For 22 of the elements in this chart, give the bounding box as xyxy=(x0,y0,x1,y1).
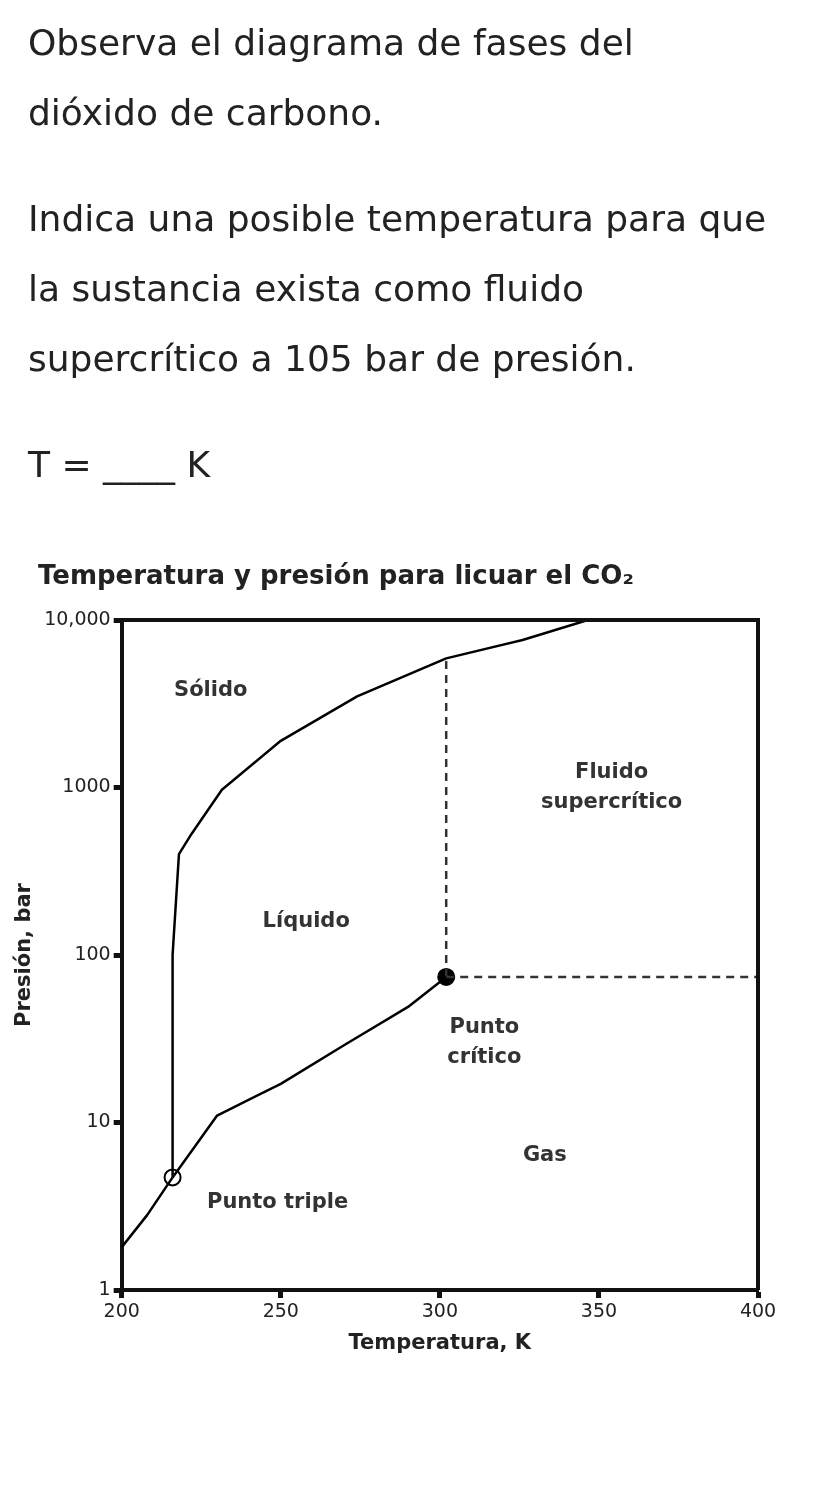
y-tick-label: 100 xyxy=(74,941,111,964)
y-tick-label: 1000 xyxy=(62,774,111,797)
x-tick-label: 200 xyxy=(103,1299,140,1322)
annotation: Líquido xyxy=(262,907,350,932)
annotation: Fluido supercrítico xyxy=(541,758,683,813)
text: T = ____ K xyxy=(28,443,212,487)
y-axis-title: Presión, bar xyxy=(11,882,36,1027)
annotation: Punto triple xyxy=(207,1189,349,1214)
annotation: Gas xyxy=(522,1142,567,1167)
annotation: Sólido xyxy=(174,676,248,701)
chart-title: Temperatura y presión para licuar el CO₂ xyxy=(38,560,635,590)
y-tick-label: 10 xyxy=(86,1109,111,1132)
y-tick-label: 10,000 xyxy=(44,606,111,629)
text: Observa el diagrama de fases del dióxido de carbono. xyxy=(28,21,635,135)
x-tick-label: 250 xyxy=(262,1299,299,1322)
x-tick-label: 350 xyxy=(580,1299,618,1322)
y-tick-label: 1 xyxy=(98,1276,111,1299)
annotation: Punto crítico xyxy=(447,1013,522,1068)
x-axis-title: Temperatura, K xyxy=(348,1329,532,1354)
x-tick-label: 400 xyxy=(739,1299,777,1322)
text: Indica una posible temperatura para que la sustancia exista como fluido supercrítico a 105 bar de presión. xyxy=(28,197,768,381)
x-tick-label: 300 xyxy=(421,1299,458,1322)
